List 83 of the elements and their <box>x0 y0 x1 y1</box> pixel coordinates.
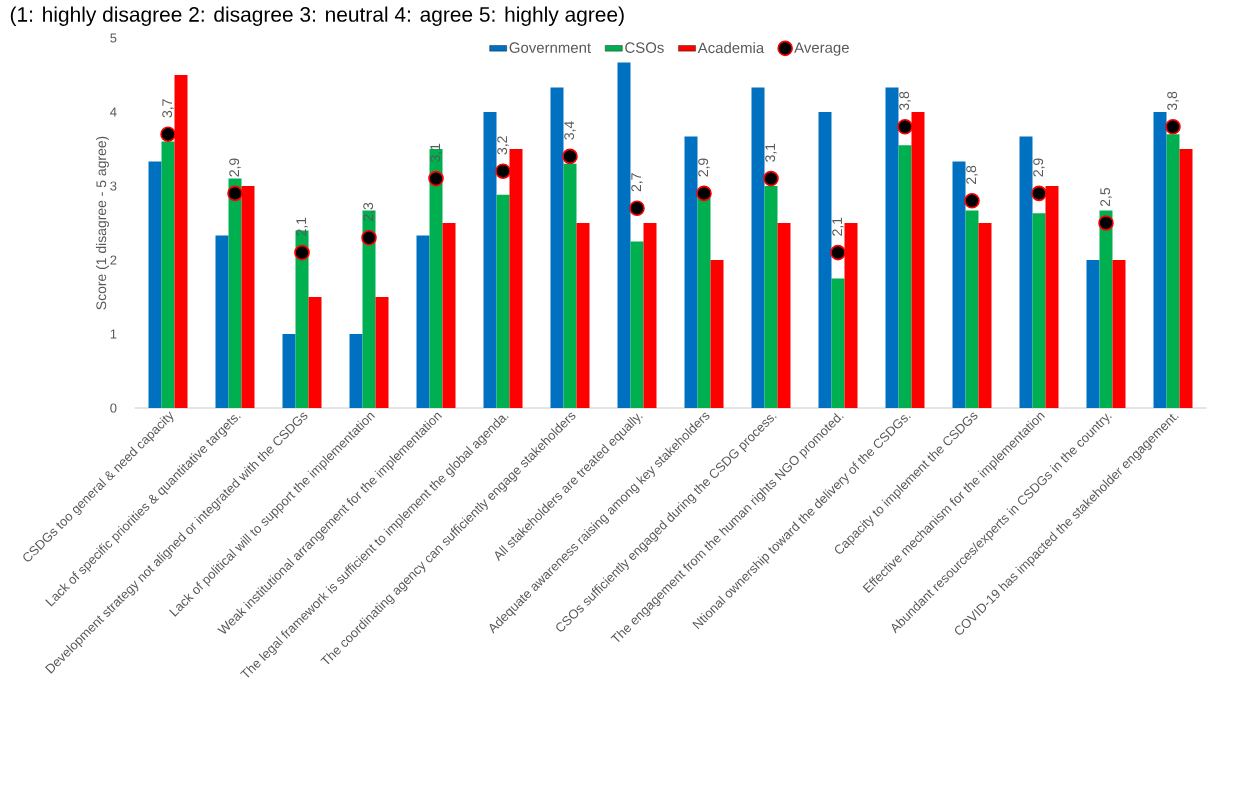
bar <box>697 194 711 408</box>
point <box>629 200 645 216</box>
bar <box>416 235 430 408</box>
point <box>1098 215 1114 231</box>
data-label: 2,8 <box>966 165 978 184</box>
bar <box>1019 136 1033 408</box>
bar <box>978 222 992 408</box>
bar <box>764 185 778 408</box>
point <box>160 126 176 142</box>
chart-title: (1: highly disagree 2: disagree 3: neutral 4: agree 5: highly agree) <box>10 6 624 27</box>
bar <box>643 222 657 408</box>
y-axis-title: Score (1 disagree - 5 agree) <box>95 136 109 310</box>
bar <box>965 210 979 408</box>
bar <box>751 87 765 408</box>
data-label: 2,3 <box>363 202 375 221</box>
bar <box>630 241 644 408</box>
bar <box>1179 148 1193 408</box>
point <box>1031 185 1047 202</box>
bar <box>550 87 564 408</box>
legend-label: Government <box>509 42 591 53</box>
data-label: 3,1 <box>430 143 442 162</box>
bar <box>228 178 242 408</box>
data-label: 2,9 <box>229 158 241 177</box>
data-label: 2,1 <box>832 217 844 236</box>
data-label: 2,9 <box>1033 158 1045 177</box>
y-tick-label: 1 <box>110 329 117 339</box>
data-label: 2,9 <box>698 158 710 177</box>
bar <box>831 278 845 408</box>
data-label: 3,8 <box>1167 91 1179 111</box>
point <box>1165 118 1181 135</box>
bar <box>885 87 899 408</box>
bar <box>563 163 577 408</box>
y-tick-label: 0 <box>110 403 117 413</box>
point <box>227 185 243 202</box>
data-label: 3,7 <box>162 99 174 118</box>
bar <box>1112 259 1126 408</box>
bar <box>215 235 229 408</box>
bar <box>710 259 724 408</box>
y-tick-label: 5 <box>110 33 117 43</box>
bar <box>617 62 631 408</box>
bar <box>282 333 296 408</box>
y-tick-label: 3 <box>110 181 117 191</box>
point <box>562 148 578 165</box>
bar <box>483 111 497 408</box>
bar <box>375 296 389 408</box>
bar <box>1086 259 1100 408</box>
point <box>361 229 377 246</box>
point <box>428 170 444 187</box>
data-label: 2,1 <box>296 217 308 236</box>
data-label: 3,1 <box>765 143 777 162</box>
y-tick-label: 2 <box>110 255 117 265</box>
point <box>495 163 511 179</box>
point <box>897 118 913 135</box>
bar <box>1099 210 1113 408</box>
bar <box>898 145 912 408</box>
bar <box>1032 213 1046 408</box>
data-label: 3,8 <box>899 91 911 111</box>
point <box>830 244 846 261</box>
bar <box>576 222 590 408</box>
point <box>294 244 310 261</box>
bar <box>952 161 966 408</box>
bar <box>496 194 510 408</box>
y-tick-label: 4 <box>110 107 117 117</box>
bar <box>148 161 162 408</box>
data-label: 2,7 <box>631 173 643 192</box>
bar <box>777 222 791 408</box>
data-label: 3,4 <box>564 121 576 140</box>
point <box>763 170 779 187</box>
bar <box>308 296 322 408</box>
legend-label: Academia <box>697 42 765 54</box>
point <box>696 185 712 202</box>
bar <box>161 141 175 408</box>
data-label: 3,2 <box>497 136 509 155</box>
data-label: 2,5 <box>1100 187 1112 207</box>
bar <box>442 222 456 408</box>
legend-label: Average <box>794 42 849 56</box>
bar <box>349 333 363 408</box>
bar <box>818 111 832 408</box>
point <box>964 192 980 209</box>
bar <box>1166 134 1180 408</box>
bar <box>684 136 698 408</box>
bar <box>1153 111 1167 408</box>
legend-label: CSOs <box>625 42 664 53</box>
